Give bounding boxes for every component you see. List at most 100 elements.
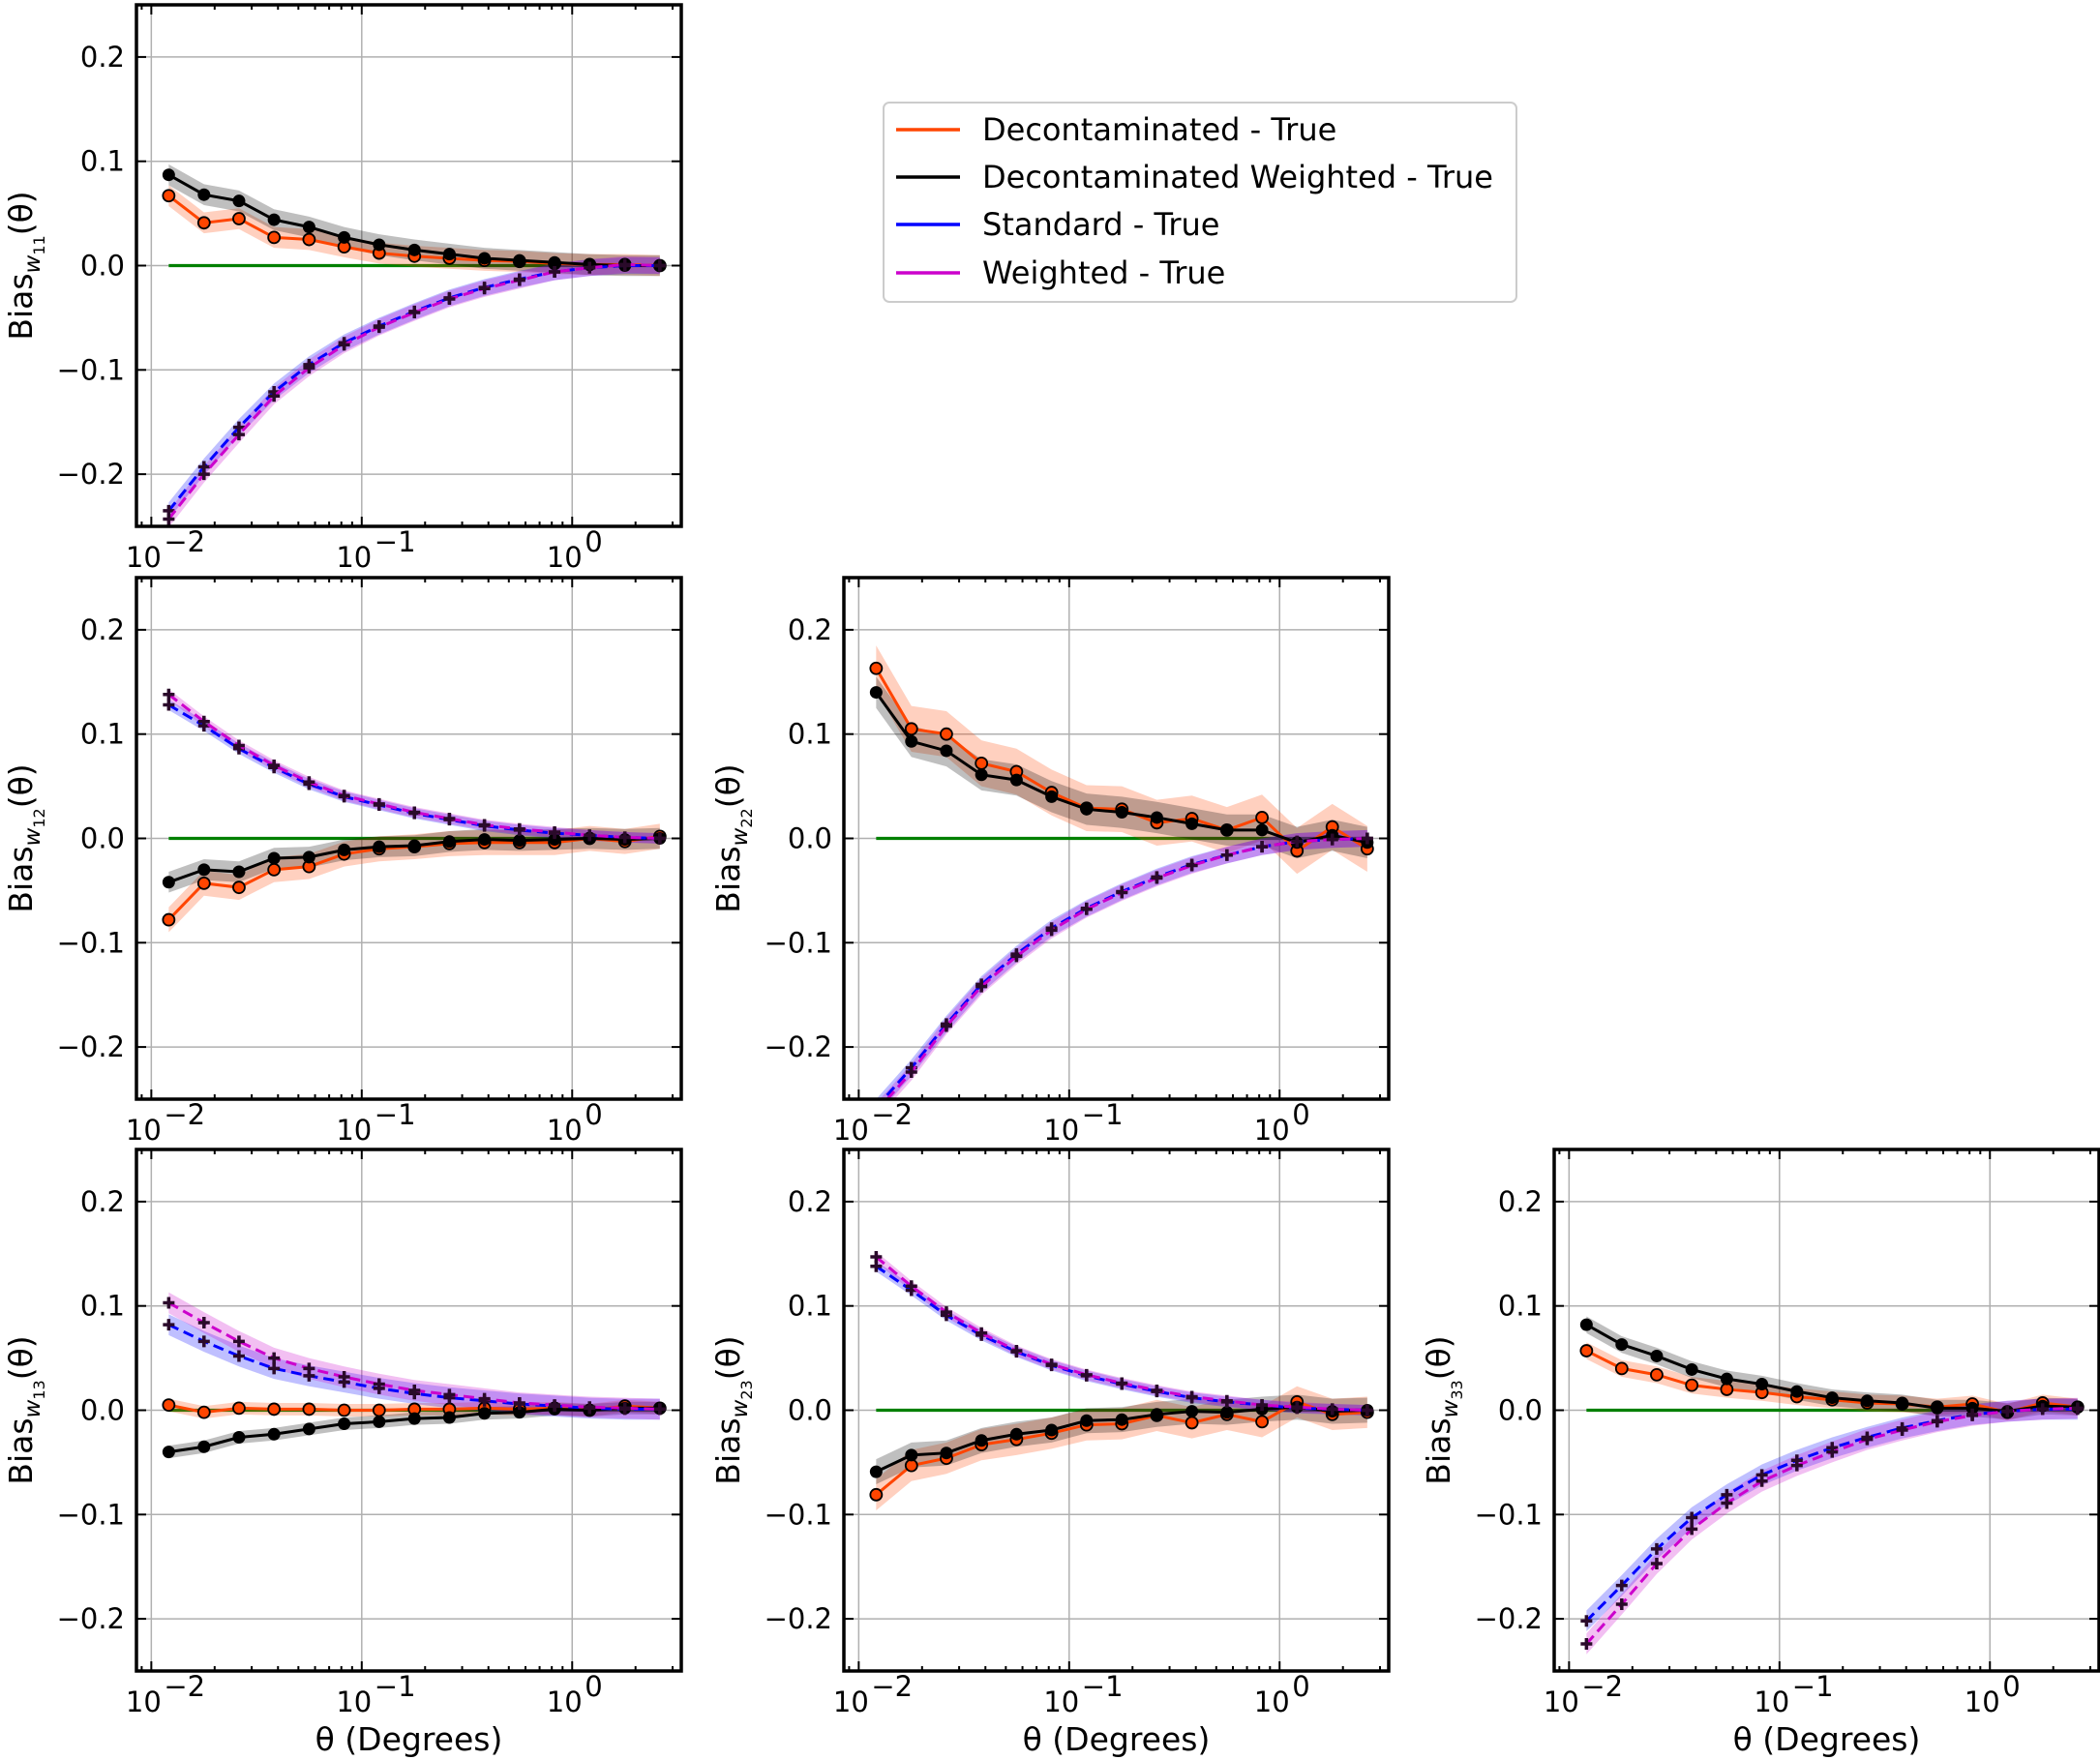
y-tick-label: 0.0	[80, 822, 125, 855]
data-point	[1650, 1557, 1663, 1569]
data-point	[1615, 1338, 1629, 1352]
x-axis: 10 −2 10 −1 10 0	[1544, 1149, 2091, 1718]
data-point	[1579, 1318, 1593, 1331]
x-tick-exponent: 0	[585, 1098, 602, 1131]
data-point	[197, 863, 211, 877]
data-point	[268, 760, 281, 772]
data-point	[2036, 1403, 2049, 1416]
data-point	[1826, 1446, 1839, 1458]
data-point	[1326, 1403, 1338, 1416]
y-tick-label: 0.1	[788, 1290, 832, 1323]
data-point	[1721, 1497, 1733, 1509]
data-point	[303, 776, 315, 789]
data-point	[1045, 1358, 1058, 1371]
data-point	[232, 880, 246, 895]
data-point	[905, 1065, 917, 1078]
y-axis-label: Biasw33(θ)	[1420, 1335, 1466, 1484]
y-tick-label: 0.1	[80, 145, 125, 178]
x-tick-exponent: −2	[871, 1670, 913, 1703]
y-axis-label: Biasw12(θ)	[2, 763, 48, 912]
data-point	[162, 1398, 176, 1413]
data-point	[1790, 1385, 1804, 1398]
data-point	[1185, 1390, 1198, 1403]
plot-area	[869, 645, 1374, 1099]
plot-area	[1579, 1316, 2085, 1655]
data-point	[407, 243, 421, 256]
data-point	[303, 1362, 315, 1375]
data-point	[302, 221, 315, 234]
data-point	[232, 1401, 246, 1416]
data-point	[1686, 1511, 1698, 1524]
x-tick-label: 10	[1043, 1114, 1079, 1147]
data-point	[869, 686, 883, 700]
data-point	[549, 265, 561, 278]
data-point	[338, 790, 350, 802]
data-point	[267, 1402, 282, 1417]
data-point	[232, 865, 246, 879]
data-point	[869, 1465, 883, 1478]
data-point	[232, 739, 245, 752]
x-axis: 10 −2 10 −1 10 0	[833, 578, 1381, 1147]
y-tick-label: 0.1	[788, 718, 832, 751]
data-point	[1256, 841, 1269, 853]
data-point	[940, 1020, 952, 1032]
data-point	[1220, 1406, 1234, 1419]
error-band	[876, 645, 1367, 875]
data-point	[1220, 849, 1233, 861]
data-point	[548, 833, 561, 847]
data-point	[443, 292, 456, 305]
data-point	[267, 862, 282, 877]
plot-area	[162, 688, 667, 933]
x-tick-label: 10	[336, 1114, 372, 1147]
y-axis: −0.2 −0.1 0.0 0.1 0.2	[57, 41, 681, 491]
data-point	[869, 1487, 884, 1502]
y-tick-label: 0.1	[80, 1290, 125, 1323]
data-point	[1045, 924, 1058, 937]
data-point	[940, 1447, 953, 1460]
data-point	[1151, 1385, 1163, 1397]
x-axis-label: θ (Degrees)	[1733, 1720, 1921, 1758]
y-tick-label: −0.2	[57, 1602, 125, 1635]
x-tick-label: 10	[1254, 1685, 1290, 1718]
error-band	[880, 829, 1367, 1099]
data-point	[232, 429, 245, 441]
series-line	[167, 693, 660, 840]
data-point	[1580, 1615, 1593, 1627]
x-axis: 10 −2 10 −1 10 0	[126, 1149, 674, 1718]
y-tick-label: −0.1	[57, 353, 125, 386]
data-point	[1755, 1378, 1769, 1391]
data-point	[478, 252, 492, 265]
data-point	[196, 1405, 211, 1419]
data-point	[1361, 832, 1373, 845]
data-point	[1291, 1401, 1304, 1414]
y-tick-label: 0.2	[788, 613, 832, 646]
data-point	[196, 216, 211, 230]
error-band	[168, 700, 660, 844]
y-axis-label: Biasw11(θ)	[2, 191, 48, 340]
data-point	[1685, 1378, 1699, 1392]
y-tick-label: 0.0	[788, 822, 832, 855]
data-point	[513, 274, 525, 286]
x-tick-exponent: −1	[375, 1098, 416, 1131]
y-tick-label: −0.2	[57, 1030, 125, 1063]
data-point	[303, 362, 315, 374]
data-point	[1966, 1409, 1979, 1421]
data-point	[1825, 1391, 1839, 1405]
data-point	[197, 1335, 210, 1348]
data-point	[302, 1422, 315, 1436]
data-point	[196, 876, 211, 890]
data-point	[1255, 811, 1269, 824]
data-point	[513, 1396, 525, 1409]
data-point	[1255, 1415, 1269, 1429]
data-point	[197, 1440, 211, 1453]
y-tick-label: −0.1	[1475, 1498, 1543, 1531]
data-point	[408, 806, 421, 819]
data-point	[1151, 872, 1163, 884]
x-axis-label: θ (Degrees)	[315, 1720, 503, 1758]
data-point	[268, 1352, 281, 1364]
data-point	[584, 261, 596, 274]
data-point	[618, 1402, 631, 1415]
data-point	[1080, 802, 1094, 816]
